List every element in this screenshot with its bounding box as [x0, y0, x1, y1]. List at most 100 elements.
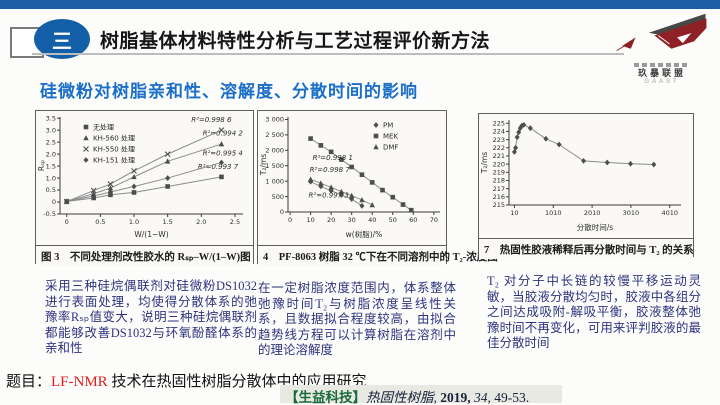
reference-label: 题目： [6, 374, 52, 390]
logo-small-text-row [634, 63, 690, 67]
svg-text:MEK: MEK [383, 133, 398, 141]
svg-text:R²=0.998 6: R²=0.998 6 [191, 116, 232, 124]
figure-3-box: 0 0.5 1.0 1.5 2.0 2.5 -0.5 0 0.5 1.0 1.5 2.0 2.5 3.0 3… [35, 110, 254, 266]
section-number: 三 [52, 30, 72, 53]
eagle-logo-icon [616, 13, 707, 52]
svg-text:Rₛₚ: Rₛₚ [37, 160, 46, 171]
note-affinity: 采用三种硅烷偶联剂对硅微粉DS1032 进行表面处理，均使得分散体系的弛豫率Rₛ… [45, 279, 257, 355]
svg-text:PM: PM [383, 122, 393, 130]
note-solubility: 在一定树脂浓度范围内，体系整体弛豫时间T₂与树脂浓度呈线性关系，且数据拟合程度较… [258, 281, 456, 357]
svg-text:2.0: 2.0 [196, 218, 206, 226]
svg-text:1.5: 1.5 [162, 218, 172, 226]
slide-subtitle: 硅微粉对树脂亲和性、溶解度、分散时间的影响 [40, 82, 418, 101]
svg-text:3010: 3010 [623, 209, 640, 217]
svg-text:1 500: 1 500 [265, 162, 284, 170]
svg-text:T₂/ms: T₂/ms [480, 152, 489, 174]
figure-7-caption: 7 热固性胶液稀释后再分散时间与 T₂ 的关系 [479, 238, 694, 259]
svg-text:2010: 2010 [584, 209, 601, 217]
svg-text:3.5: 3.5 [46, 114, 56, 122]
chart-t2-vs-concentration: 0 10 20 30 40 50 60 70 0 500 1 000 1 500 2 000 2 500 3… [258, 111, 446, 245]
svg-text:50: 50 [389, 216, 397, 224]
citation-line: 【生益科技】热固性树脂, 2019, 34, 49-53. [285, 386, 529, 405]
citation-organization: 【生益科技】 [285, 390, 366, 405]
svg-text:30: 30 [348, 216, 356, 224]
svg-text:60: 60 [409, 216, 417, 224]
chart-rsp-vs-w: 0 0.5 1.0 1.5 2.0 2.5 -0.5 0 0.5 1.0 1.5 2.0 2.5 3.0 3… [36, 111, 253, 245]
svg-text:1 000: 1 000 [265, 177, 284, 185]
svg-text:2.5: 2.5 [46, 138, 56, 146]
citation-pages: 49-53. [490, 390, 530, 405]
svg-text:2 000: 2 000 [265, 147, 284, 155]
svg-text:0: 0 [288, 216, 292, 224]
reference-title-line: 题目：LF-NMR 技术在热固性树脂分散体中的应用研究 [6, 370, 366, 391]
svg-text:KH-550 处理: KH-550 处理 [93, 145, 135, 154]
svg-text:R²=0.998 7: R²=0.998 7 [310, 166, 351, 174]
svg-text:220: 220 [493, 160, 505, 168]
svg-text:224: 224 [493, 128, 505, 136]
svg-text:500: 500 [272, 193, 284, 201]
svg-text:0: 0 [65, 218, 69, 226]
svg-text:R²=0.995 4: R²=0.995 4 [203, 149, 243, 157]
svg-text:216: 216 [493, 193, 505, 201]
citation-volume: 34, [470, 390, 491, 405]
svg-text:218: 218 [493, 177, 505, 185]
svg-text:223: 223 [493, 136, 505, 144]
svg-text:225: 225 [493, 119, 505, 127]
svg-text:无处理: 无处理 [93, 123, 114, 132]
note-dispersion-time: T₂ 对分子中长链的较慢平移运动灵敏，当胶液分散均匀时，胶液中各组分之间达成吸附… [487, 274, 701, 350]
svg-text:70: 70 [430, 216, 438, 224]
svg-text:2.5: 2.5 [230, 218, 240, 226]
svg-text:4010: 4010 [661, 209, 678, 217]
svg-text:KH-151 处理: KH-151 处理 [93, 156, 135, 165]
svg-text:w(树脂)/%: w(树脂)/% [346, 229, 383, 239]
section-number-badge: 三 [34, 19, 90, 59]
svg-text:1.5: 1.5 [46, 162, 56, 170]
top-accent-bar [0, 0, 720, 9]
figure-4-caption: 4 PF-8063 树脂 32 ℃下在不同溶剂中的 T₂-浓度图 [258, 245, 498, 266]
svg-text:分散时间/s: 分散时间/s [577, 222, 614, 232]
citation-background-bar [280, 385, 562, 403]
svg-text:-0.5: -0.5 [43, 210, 56, 218]
svg-text:10: 10 [510, 209, 518, 217]
svg-text:R²=0.998 1: R²=0.998 1 [313, 154, 353, 162]
svg-text:20: 20 [327, 216, 335, 224]
svg-text:2 500: 2 500 [265, 131, 284, 139]
svg-text:221: 221 [493, 152, 505, 160]
svg-text:215: 215 [493, 201, 505, 209]
logo-name-cn: 玖暴联盟 [637, 68, 686, 78]
svg-text:1.0: 1.0 [46, 174, 56, 182]
svg-text:1.0: 1.0 [129, 218, 139, 226]
svg-text:0.5: 0.5 [95, 218, 105, 226]
svg-text:3.0: 3.0 [46, 126, 56, 134]
svg-text:W/(1−W): W/(1−W) [134, 230, 168, 239]
svg-text:R²=0.993 7: R²=0.993 7 [198, 163, 239, 171]
citation-year: 2019, [436, 390, 471, 405]
organization-logo: 玖暴联盟 GAAST [612, 10, 712, 94]
reference-technique: LF-NMR [51, 374, 108, 390]
header-divider [32, 53, 624, 55]
citation-journal: 热固性树脂, [366, 390, 437, 405]
figure-3-caption: 图 3 不同处理剂改性胶水的 Rₛₚ–W/(1–W)图 [36, 245, 253, 266]
svg-text:0: 0 [280, 208, 284, 216]
svg-text:219: 219 [493, 169, 505, 177]
svg-text:3 000: 3 000 [265, 116, 284, 124]
figure-4-box: 0 10 20 30 40 50 60 70 0 500 1 000 1 500 2 000 2 500 3… [257, 110, 498, 266]
page-title: 树脂基体材料特性分析与工艺过程评价新方法 [100, 31, 491, 52]
svg-text:KH-560 处理: KH-560 处理 [93, 134, 135, 143]
svg-text:DMF: DMF [383, 144, 398, 152]
svg-text:222: 222 [493, 144, 505, 152]
svg-text:0.5: 0.5 [46, 186, 56, 194]
svg-text:10: 10 [306, 216, 314, 224]
logo-name-latin: GAAST [644, 79, 680, 85]
svg-text:217: 217 [493, 185, 505, 193]
svg-text:1010: 1010 [545, 209, 562, 217]
svg-text:2.0: 2.0 [46, 150, 56, 158]
svg-text:R²=0.997 3: R²=0.997 3 [309, 192, 349, 200]
svg-text:40: 40 [368, 216, 376, 224]
svg-text:0: 0 [52, 198, 56, 206]
svg-text:R²=0.994 2: R²=0.994 2 [203, 129, 244, 137]
svg-text:T₂/ms: T₂/ms [259, 154, 268, 176]
